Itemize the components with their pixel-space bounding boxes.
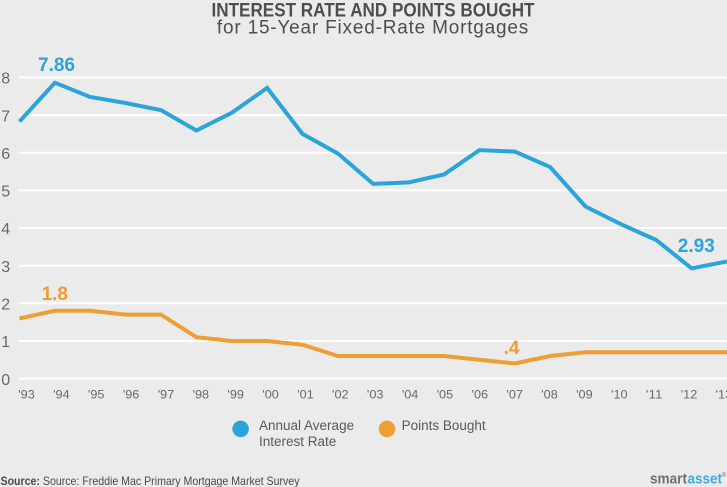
svg-text:1.8: 1.8 [42, 284, 68, 305]
svg-text:4: 4 [1, 221, 10, 238]
svg-text:'94: '94 [53, 387, 70, 401]
svg-text:INTEREST RATE AND POINTS BOUGH: INTEREST RATE AND POINTS BOUGHT [212, 1, 535, 22]
svg-text:'95: '95 [88, 387, 105, 401]
svg-text:'08: '08 [541, 387, 558, 401]
svg-text:'02: '02 [332, 387, 349, 401]
svg-text:'96: '96 [123, 387, 140, 401]
svg-text:2: 2 [1, 297, 10, 314]
svg-text:'12: '12 [681, 387, 698, 401]
svg-text:6: 6 [1, 146, 10, 163]
svg-text:3: 3 [1, 259, 10, 276]
svg-text:asset: asset [688, 471, 723, 487]
svg-text:'13: '13 [716, 387, 727, 401]
svg-text:7.86: 7.86 [38, 55, 75, 76]
svg-text:®: ® [722, 472, 727, 479]
svg-text:Source: Source: Freddie Mac Pr: Source: Source: Freddie Mac Primary Mort… [1, 474, 300, 487]
svg-text:'97: '97 [158, 387, 175, 401]
svg-text:'05: '05 [437, 387, 454, 401]
svg-text:7: 7 [1, 108, 10, 125]
svg-text:8: 8 [1, 71, 10, 88]
svg-text:0: 0 [1, 372, 10, 389]
svg-text:'03: '03 [367, 387, 384, 401]
svg-text:'04: '04 [402, 387, 419, 401]
svg-text:for 15-Year Fixed-Rate Mortgag: for 15-Year Fixed-Rate Mortgages [217, 18, 529, 39]
svg-text:.4: .4 [504, 338, 520, 359]
svg-text:'99: '99 [227, 387, 244, 401]
svg-text:'07: '07 [506, 387, 523, 401]
svg-text:'98: '98 [193, 387, 210, 401]
svg-text:1: 1 [1, 334, 10, 351]
svg-text:'93: '93 [18, 387, 35, 401]
svg-text:'06: '06 [472, 387, 489, 401]
svg-text:Annual Average: Annual Average [259, 418, 354, 433]
svg-text:'00: '00 [262, 387, 279, 401]
svg-text:Interest Rate: Interest Rate [259, 434, 336, 449]
svg-text:'09: '09 [576, 387, 593, 401]
svg-text:smart: smart [650, 471, 687, 487]
svg-text:'10: '10 [611, 387, 628, 401]
svg-text:5: 5 [1, 184, 10, 201]
svg-text:'01: '01 [297, 387, 314, 401]
svg-text:2.93: 2.93 [678, 236, 715, 257]
svg-text:Points Bought: Points Bought [402, 418, 486, 433]
svg-text:'11: '11 [646, 387, 663, 401]
